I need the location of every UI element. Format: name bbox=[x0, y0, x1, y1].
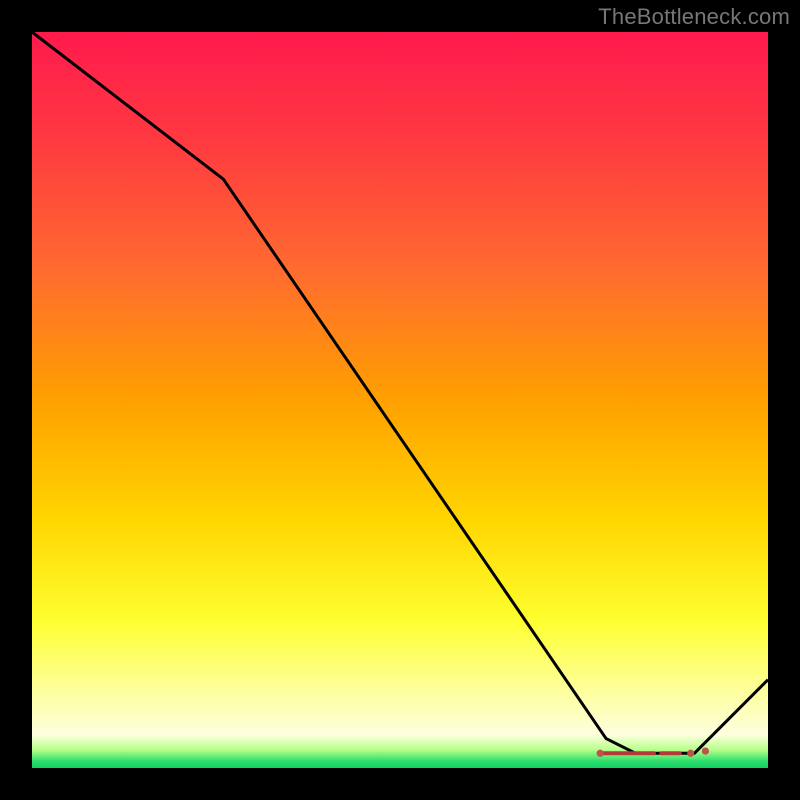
chart-svg bbox=[0, 0, 800, 800]
marker-dot bbox=[702, 747, 709, 754]
marker-dot bbox=[597, 750, 604, 757]
watermark-text: TheBottleneck.com bbox=[598, 4, 790, 30]
plot-background bbox=[32, 32, 768, 768]
chart-container: TheBottleneck.com bbox=[0, 0, 800, 800]
marker-dot bbox=[687, 750, 694, 757]
